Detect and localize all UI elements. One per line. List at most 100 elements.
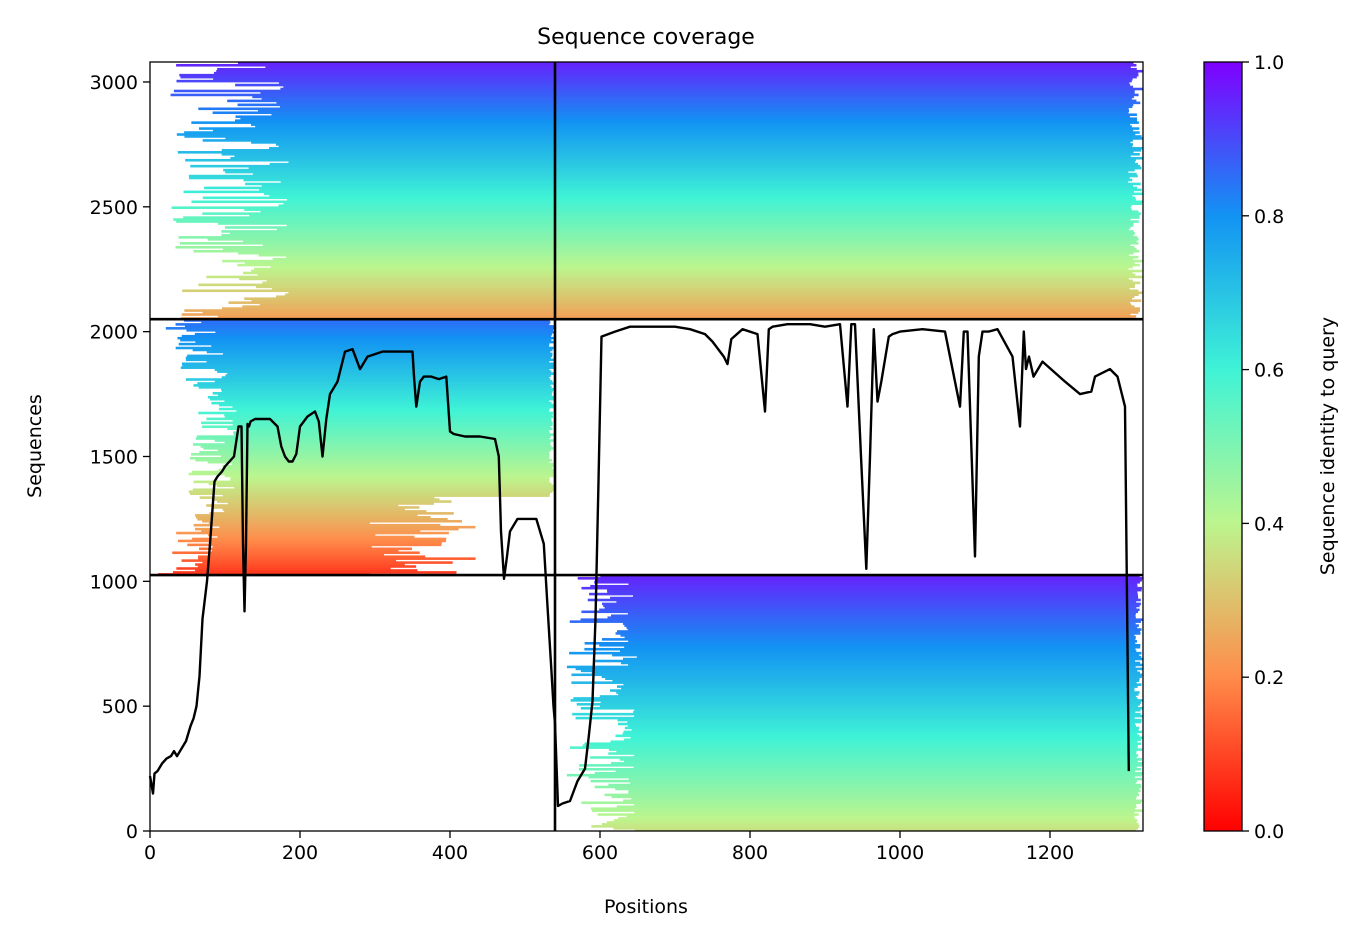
alignment-row <box>248 166 1142 170</box>
alignment-row <box>202 519 462 523</box>
alignment-row <box>233 431 550 434</box>
alignment-row <box>283 85 1134 89</box>
alignment-row <box>225 170 1129 174</box>
alignment-row <box>224 399 550 403</box>
alignment-row <box>212 392 552 395</box>
y-tick-label: 1500 <box>90 446 138 468</box>
alignment-row <box>211 549 399 553</box>
alignment-row <box>569 746 1138 749</box>
alignment-row <box>186 329 554 332</box>
alignment-row <box>202 425 551 429</box>
alignment-row <box>590 779 1137 783</box>
x-tick-label: 0 <box>144 842 156 864</box>
alignment-row <box>624 645 1141 649</box>
alignment-row <box>597 813 1139 816</box>
colorbar-ticks: 0.0 0.2 0.4 0.6 0.8 1.0 <box>1242 52 1284 843</box>
alignment-row <box>631 797 1136 801</box>
y-tick-label: 2500 <box>90 197 138 219</box>
alignment-row <box>591 825 1140 828</box>
alignment-row <box>224 413 553 417</box>
x-axis-label: Positions <box>604 896 688 918</box>
alignment-row <box>230 478 550 482</box>
alignment-row <box>269 194 1133 198</box>
alignment-row <box>229 232 1135 235</box>
alignment-row <box>280 87 1143 91</box>
coverage-line <box>148 323 1130 808</box>
alignment-row <box>198 127 1140 130</box>
y-tick-label: 1000 <box>90 571 138 593</box>
alignment-row <box>188 176 1130 180</box>
alignment-row <box>191 453 550 456</box>
alignment-row <box>214 439 555 442</box>
alignment-row <box>201 321 551 324</box>
alignment-row <box>216 484 555 488</box>
alignment-row <box>237 263 1140 267</box>
alignment-row <box>244 208 1132 211</box>
alignment-row <box>622 732 1138 736</box>
alignment-row <box>634 714 1143 718</box>
alignment-row <box>269 162 1138 166</box>
alignment-row <box>207 238 1139 241</box>
alignment-row <box>182 364 555 368</box>
alignment-row <box>181 362 555 366</box>
alignment-row <box>285 293 1139 297</box>
alignment-row <box>615 632 1141 635</box>
alignment-row <box>221 149 1142 152</box>
alignment-row <box>218 468 554 472</box>
alignment-row <box>227 502 434 505</box>
alignment-row <box>198 411 554 415</box>
alignment-row <box>180 338 552 342</box>
alignment-row <box>616 691 1140 694</box>
alignment-row <box>601 823 1139 826</box>
alignment-row <box>233 433 555 436</box>
alignment-row <box>239 277 1129 281</box>
alignment-row <box>278 81 1130 85</box>
alignment-row <box>590 584 1138 588</box>
alignment-row <box>278 204 1132 208</box>
alignment-row <box>590 756 1137 759</box>
alignment-row <box>209 512 454 515</box>
alignment-row <box>199 496 435 499</box>
alignment-row <box>223 168 1135 172</box>
alignment-row <box>611 614 1136 618</box>
alignment-row <box>224 441 551 444</box>
alignment-row <box>177 336 555 340</box>
alignment-row <box>235 83 1131 87</box>
colorbar-tick-label: 0.6 <box>1254 360 1284 382</box>
alignment-row <box>582 744 1138 747</box>
alignment-row <box>615 787 1140 791</box>
alignment-row <box>178 236 1138 239</box>
x-tick-label: 800 <box>732 842 768 864</box>
alignment-row <box>210 553 384 556</box>
alignment-row <box>613 827 1138 830</box>
alignment-row <box>599 608 1140 612</box>
alignment-row <box>607 590 1138 594</box>
alignment-row <box>626 815 1135 818</box>
alignment-row <box>194 332 553 336</box>
alignment-row <box>183 190 1134 194</box>
alignment-row <box>588 775 1135 779</box>
alignment-row <box>595 659 1135 663</box>
y-tick-label: 2000 <box>90 322 138 344</box>
alignment-row <box>618 722 1135 726</box>
alignment-row <box>237 62 1134 65</box>
alignment-row <box>261 97 1132 101</box>
alignment-row <box>224 226 1131 229</box>
alignment-row <box>189 492 551 495</box>
alignment-row <box>217 67 1137 71</box>
alignment-row <box>621 687 1135 690</box>
alignment-row <box>195 340 555 344</box>
alignment-row <box>175 245 1135 249</box>
alignment-row <box>590 807 1136 810</box>
alignment-row <box>618 693 1139 696</box>
alignment-row <box>210 541 442 545</box>
alignment-row <box>237 103 1134 107</box>
alignment-row <box>180 242 1139 245</box>
alignment-row <box>202 196 1136 200</box>
x-tick-label: 200 <box>282 842 318 864</box>
alignment-row <box>217 449 551 452</box>
alignment-row <box>271 287 1130 291</box>
alignment-row <box>624 738 1141 742</box>
alignment-row <box>605 677 1140 681</box>
